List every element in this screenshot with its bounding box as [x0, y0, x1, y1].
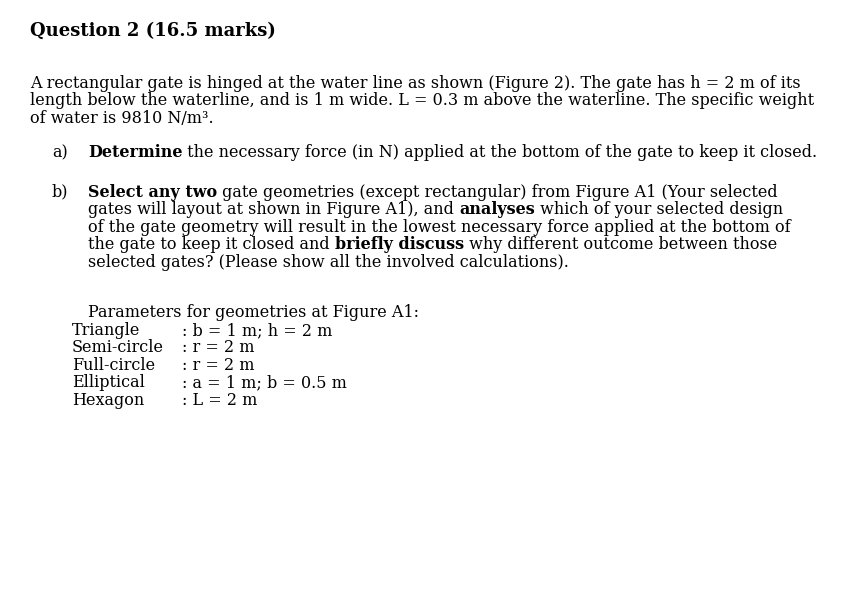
Text: Triangle: Triangle: [72, 322, 140, 339]
Text: Full-circle: Full-circle: [72, 357, 155, 374]
Text: : b = 1 m; h = 2 m: : b = 1 m; h = 2 m: [182, 322, 332, 339]
Text: : L = 2 m: : L = 2 m: [182, 392, 257, 409]
Text: Semi-circle: Semi-circle: [72, 339, 164, 356]
Text: length below the waterline, and is 1 m wide. L = 0.3 m above the waterline. The : length below the waterline, and is 1 m w…: [30, 92, 814, 109]
Text: Parameters for geometries at Figure A1:: Parameters for geometries at Figure A1:: [88, 304, 419, 321]
Text: Hexagon: Hexagon: [72, 392, 144, 409]
Text: analyses: analyses: [459, 201, 535, 218]
Text: the gate to keep it closed and: the gate to keep it closed and: [88, 236, 335, 253]
Text: Elliptical: Elliptical: [72, 374, 145, 391]
Text: : r = 2 m: : r = 2 m: [182, 357, 255, 374]
Text: gates will layout at shown in Figure A1), and: gates will layout at shown in Figure A1)…: [88, 201, 459, 218]
Text: : a = 1 m; b = 0.5 m: : a = 1 m; b = 0.5 m: [182, 374, 347, 391]
Text: a): a): [52, 144, 68, 161]
Text: gate geometries (except rectangular) from Figure A1 (Your selected: gate geometries (except rectangular) fro…: [217, 184, 778, 201]
Text: : r = 2 m: : r = 2 m: [182, 339, 255, 356]
Text: Determine: Determine: [88, 144, 183, 161]
Text: Select any two: Select any two: [88, 184, 217, 201]
Text: of water is 9810 N/m³.: of water is 9810 N/m³.: [30, 110, 214, 127]
Text: the necessary force (in N) applied at the bottom of the gate to keep it closed.: the necessary force (in N) applied at th…: [183, 144, 818, 161]
Text: Question 2 (16.5 marks): Question 2 (16.5 marks): [30, 22, 276, 40]
Text: which of your selected design: which of your selected design: [535, 201, 783, 218]
Text: why different outcome between those: why different outcome between those: [464, 236, 777, 253]
Text: b): b): [52, 184, 69, 201]
Text: A rectangular gate is hinged at the water line as shown (Figure 2). The gate has: A rectangular gate is hinged at the wate…: [30, 75, 801, 92]
Text: briefly discuss: briefly discuss: [335, 236, 464, 253]
Text: selected gates? (Please show all the involved calculations).: selected gates? (Please show all the inv…: [88, 254, 569, 271]
Text: of the gate geometry will result in the lowest necessary force applied at the bo: of the gate geometry will result in the …: [88, 219, 790, 236]
